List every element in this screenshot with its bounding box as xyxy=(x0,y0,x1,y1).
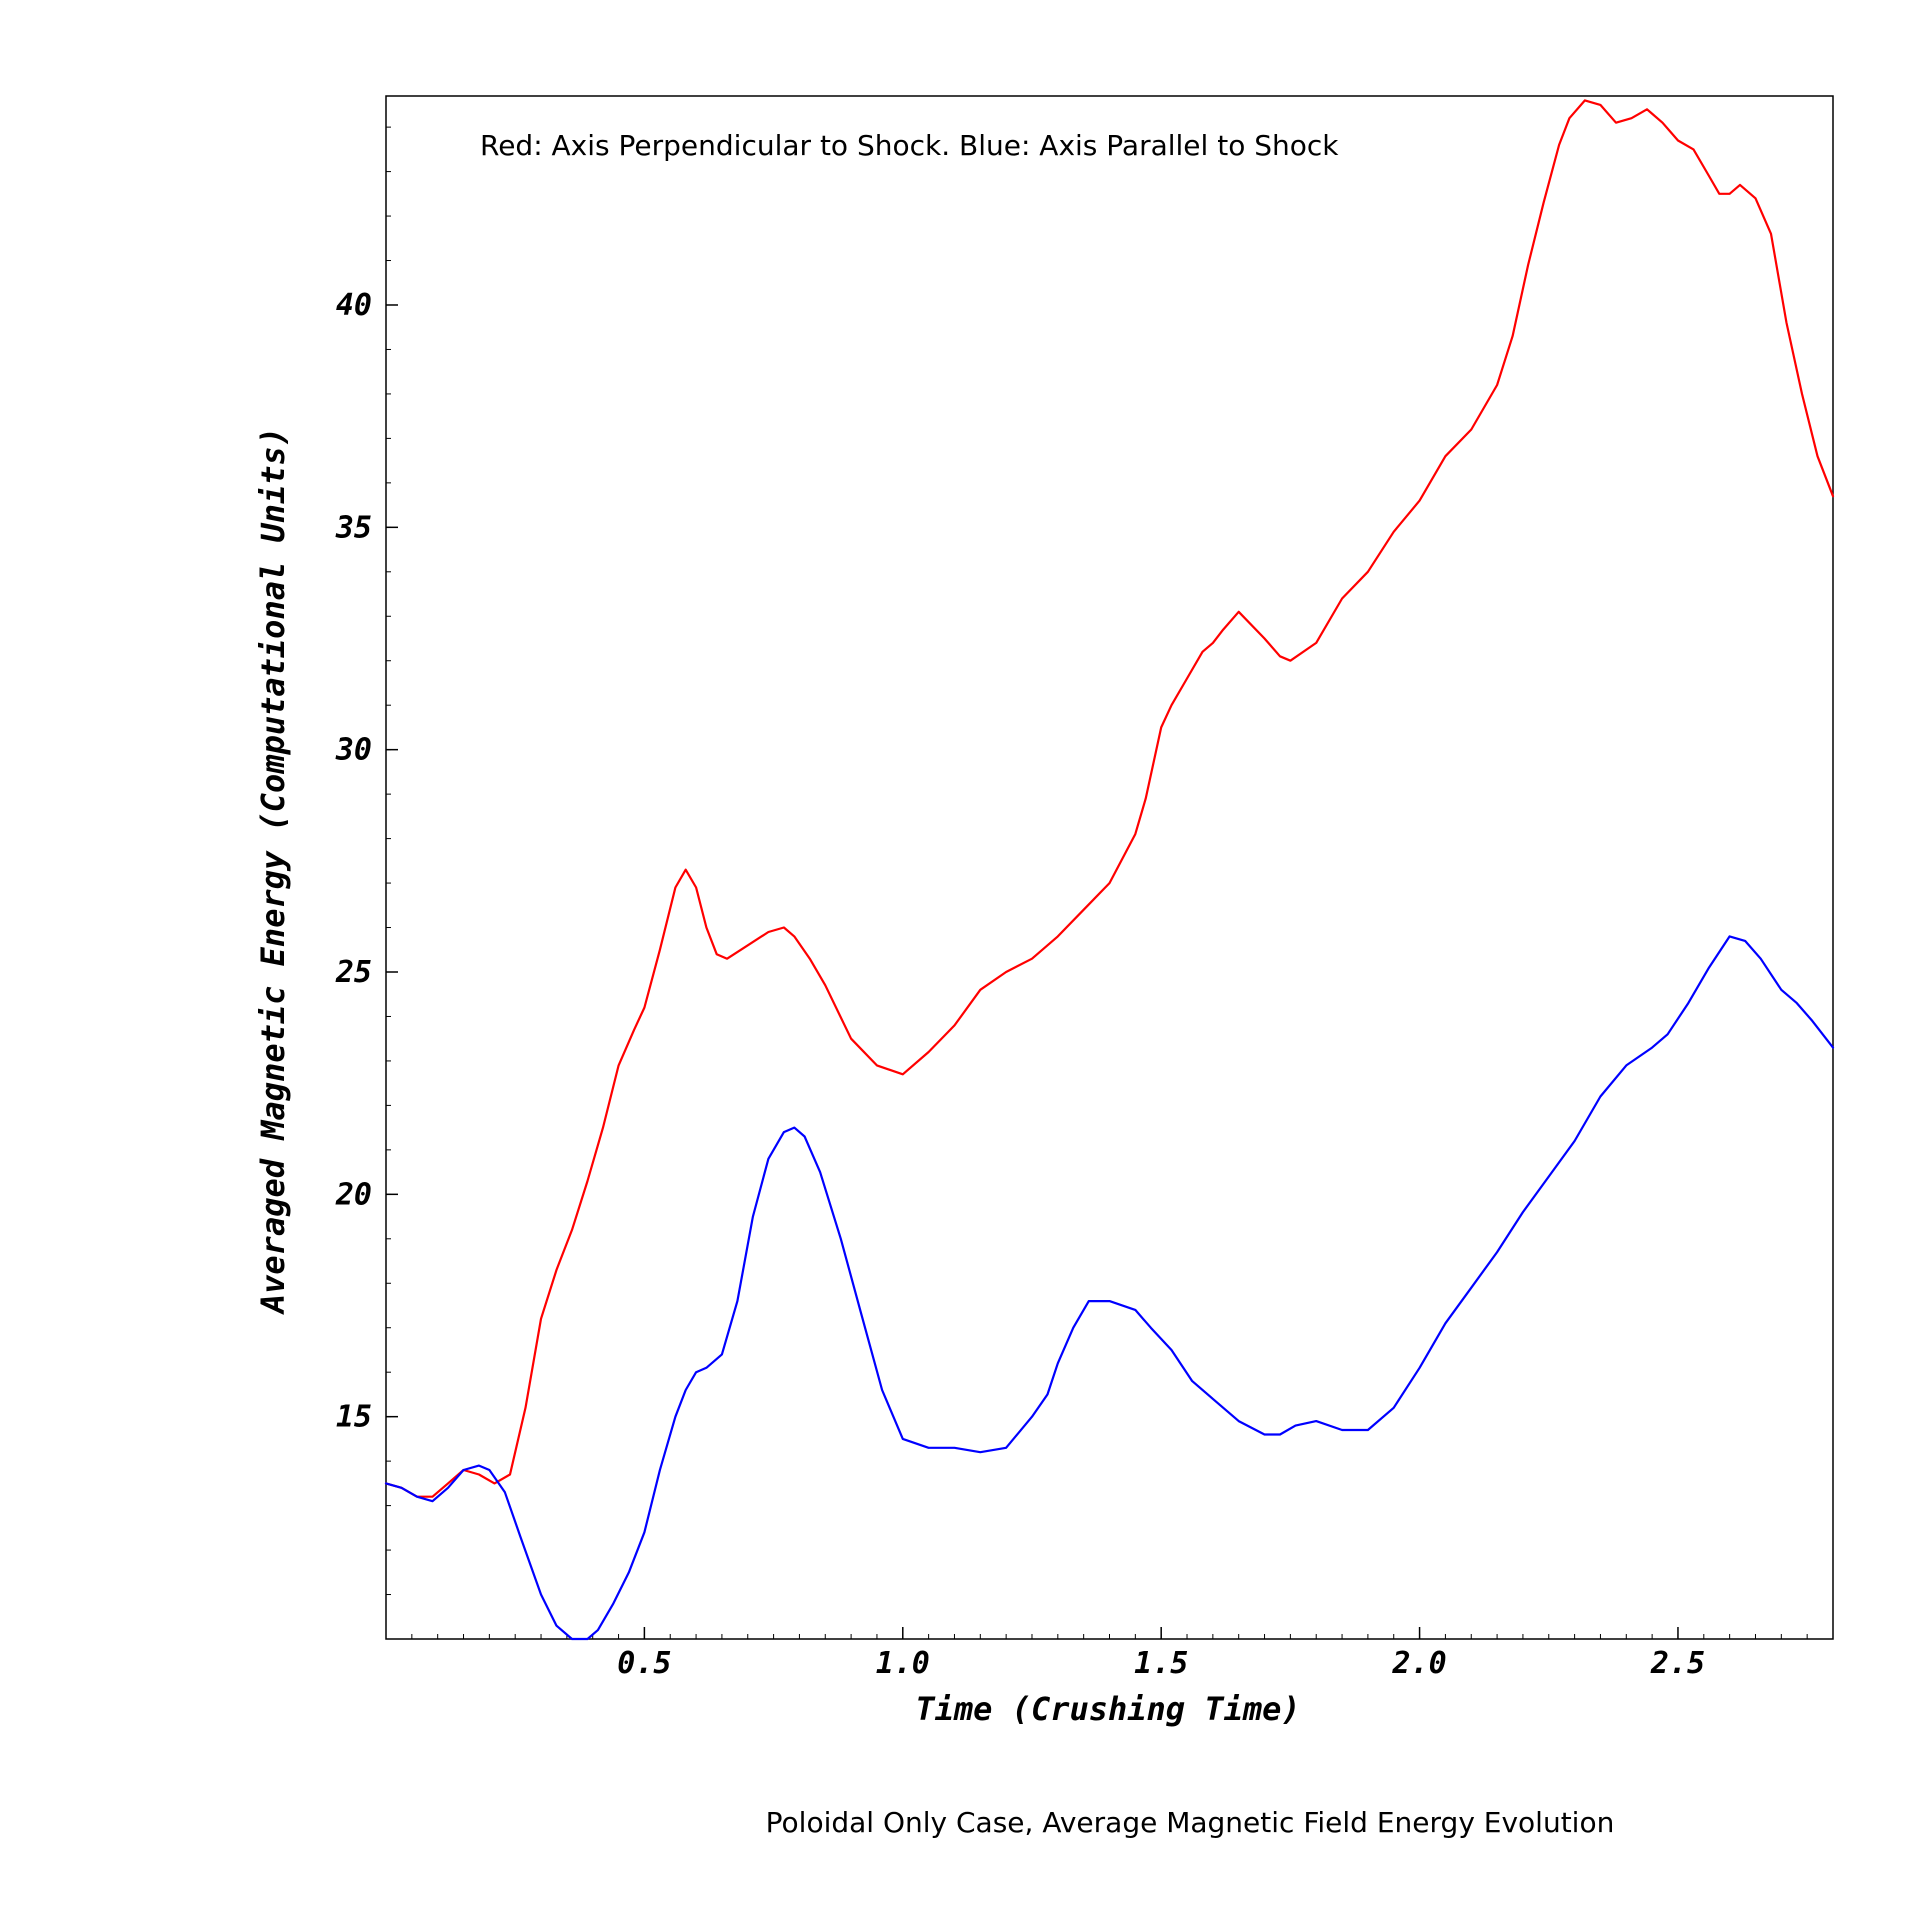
annotation-text: Red: Axis Perpendicular to Shock. Blue: … xyxy=(480,129,1339,162)
x-tick-label: 2.5 xyxy=(1650,1646,1705,1681)
x-tick-label: 1.5 xyxy=(1134,1646,1188,1681)
x-tick-label: 0.5 xyxy=(617,1646,671,1681)
x-tick-label: 2.0 xyxy=(1391,1646,1446,1681)
y-tick-label: 30 xyxy=(335,733,372,768)
y-axis-title: Averaged Magnetic Energy (Computational … xyxy=(254,427,292,1315)
chart-caption: Poloidal Only Case, Average Magnetic Fie… xyxy=(766,1806,1615,1839)
plot-frame xyxy=(385,95,1834,1640)
y-tick-label: 40 xyxy=(336,288,372,323)
series-layer xyxy=(384,99,1835,1641)
y-tick-label: 25 xyxy=(335,955,372,990)
x-axis-ticks: 0.5 1.0 1.5 2.0 2.5 xyxy=(617,1627,1705,1681)
y-tick-label: 35 xyxy=(335,510,372,545)
x-tick-label: 1.0 xyxy=(876,1646,930,1681)
y-axis-ticks: 15 20 25 30 35 40 xyxy=(335,288,398,1435)
x-axis-title: Time (Crushing Time) xyxy=(915,1690,1300,1728)
series-line-blue xyxy=(384,935,1835,1641)
y-tick-label: 15 xyxy=(336,1400,372,1435)
series-line-red xyxy=(384,99,1835,1498)
y-tick-label: 20 xyxy=(335,1177,372,1212)
